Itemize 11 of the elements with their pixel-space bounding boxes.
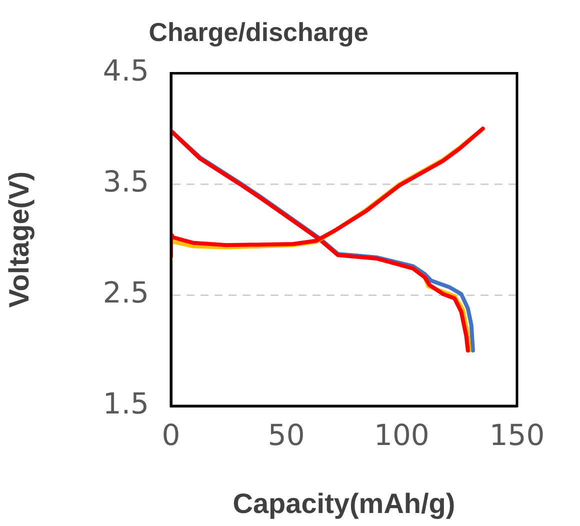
chart-title: Charge/discharge — [148, 16, 368, 47]
x-axis-title: Capacity(mAh/g) — [232, 488, 456, 519]
y-tick-label: 1.5 — [102, 386, 149, 421]
y-axis-title: Voltage(V) — [4, 171, 35, 308]
x-tick-label: 50 — [268, 418, 305, 452]
x-tick-label: 100 — [374, 418, 430, 452]
x-tick-label: 0 — [162, 418, 180, 452]
y-tick-label: 2.5 — [102, 276, 149, 310]
y-tick-label: 4.5 — [102, 54, 149, 88]
x-tick-label: 150 — [489, 418, 545, 452]
y-tick-label: 3.5 — [102, 164, 149, 199]
